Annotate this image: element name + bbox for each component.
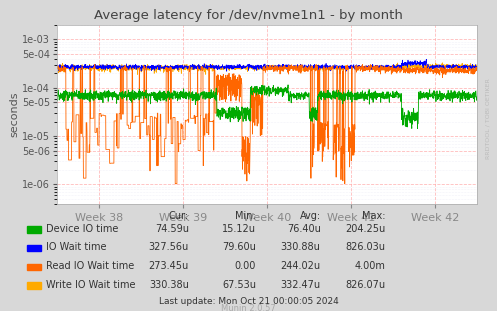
Text: Avg:: Avg: [299, 211, 321, 221]
Text: RRDTOOL / TOBI OETIKER: RRDTOOL / TOBI OETIKER [486, 78, 491, 159]
Text: 15.12u: 15.12u [222, 224, 256, 234]
Text: 332.47u: 332.47u [280, 280, 321, 290]
Text: 330.88u: 330.88u [281, 242, 321, 252]
Text: Device IO time: Device IO time [46, 224, 118, 234]
Text: 79.60u: 79.60u [222, 242, 256, 252]
Text: Munin 2.0.57: Munin 2.0.57 [221, 304, 276, 311]
Text: Average latency for /dev/nvme1n1 - by month: Average latency for /dev/nvme1n1 - by mo… [94, 9, 403, 22]
Text: 826.03u: 826.03u [345, 242, 385, 252]
Y-axis label: seconds: seconds [9, 91, 19, 137]
Text: 0.00: 0.00 [235, 261, 256, 271]
Text: 273.45u: 273.45u [149, 261, 189, 271]
Text: Cur:: Cur: [169, 211, 189, 221]
Text: Write IO Wait time: Write IO Wait time [46, 280, 135, 290]
Text: 74.59u: 74.59u [155, 224, 189, 234]
Text: Read IO Wait time: Read IO Wait time [46, 261, 134, 271]
Text: 327.56u: 327.56u [149, 242, 189, 252]
Text: Last update: Mon Oct 21 00:00:05 2024: Last update: Mon Oct 21 00:00:05 2024 [159, 297, 338, 305]
Text: IO Wait time: IO Wait time [46, 242, 106, 252]
Text: Max:: Max: [362, 211, 385, 221]
Text: Min:: Min: [235, 211, 256, 221]
Text: 67.53u: 67.53u [222, 280, 256, 290]
Text: 826.07u: 826.07u [345, 280, 385, 290]
Text: 330.38u: 330.38u [149, 280, 189, 290]
Text: 204.25u: 204.25u [345, 224, 385, 234]
Text: 4.00m: 4.00m [354, 261, 385, 271]
Text: 244.02u: 244.02u [280, 261, 321, 271]
Text: 76.40u: 76.40u [287, 224, 321, 234]
